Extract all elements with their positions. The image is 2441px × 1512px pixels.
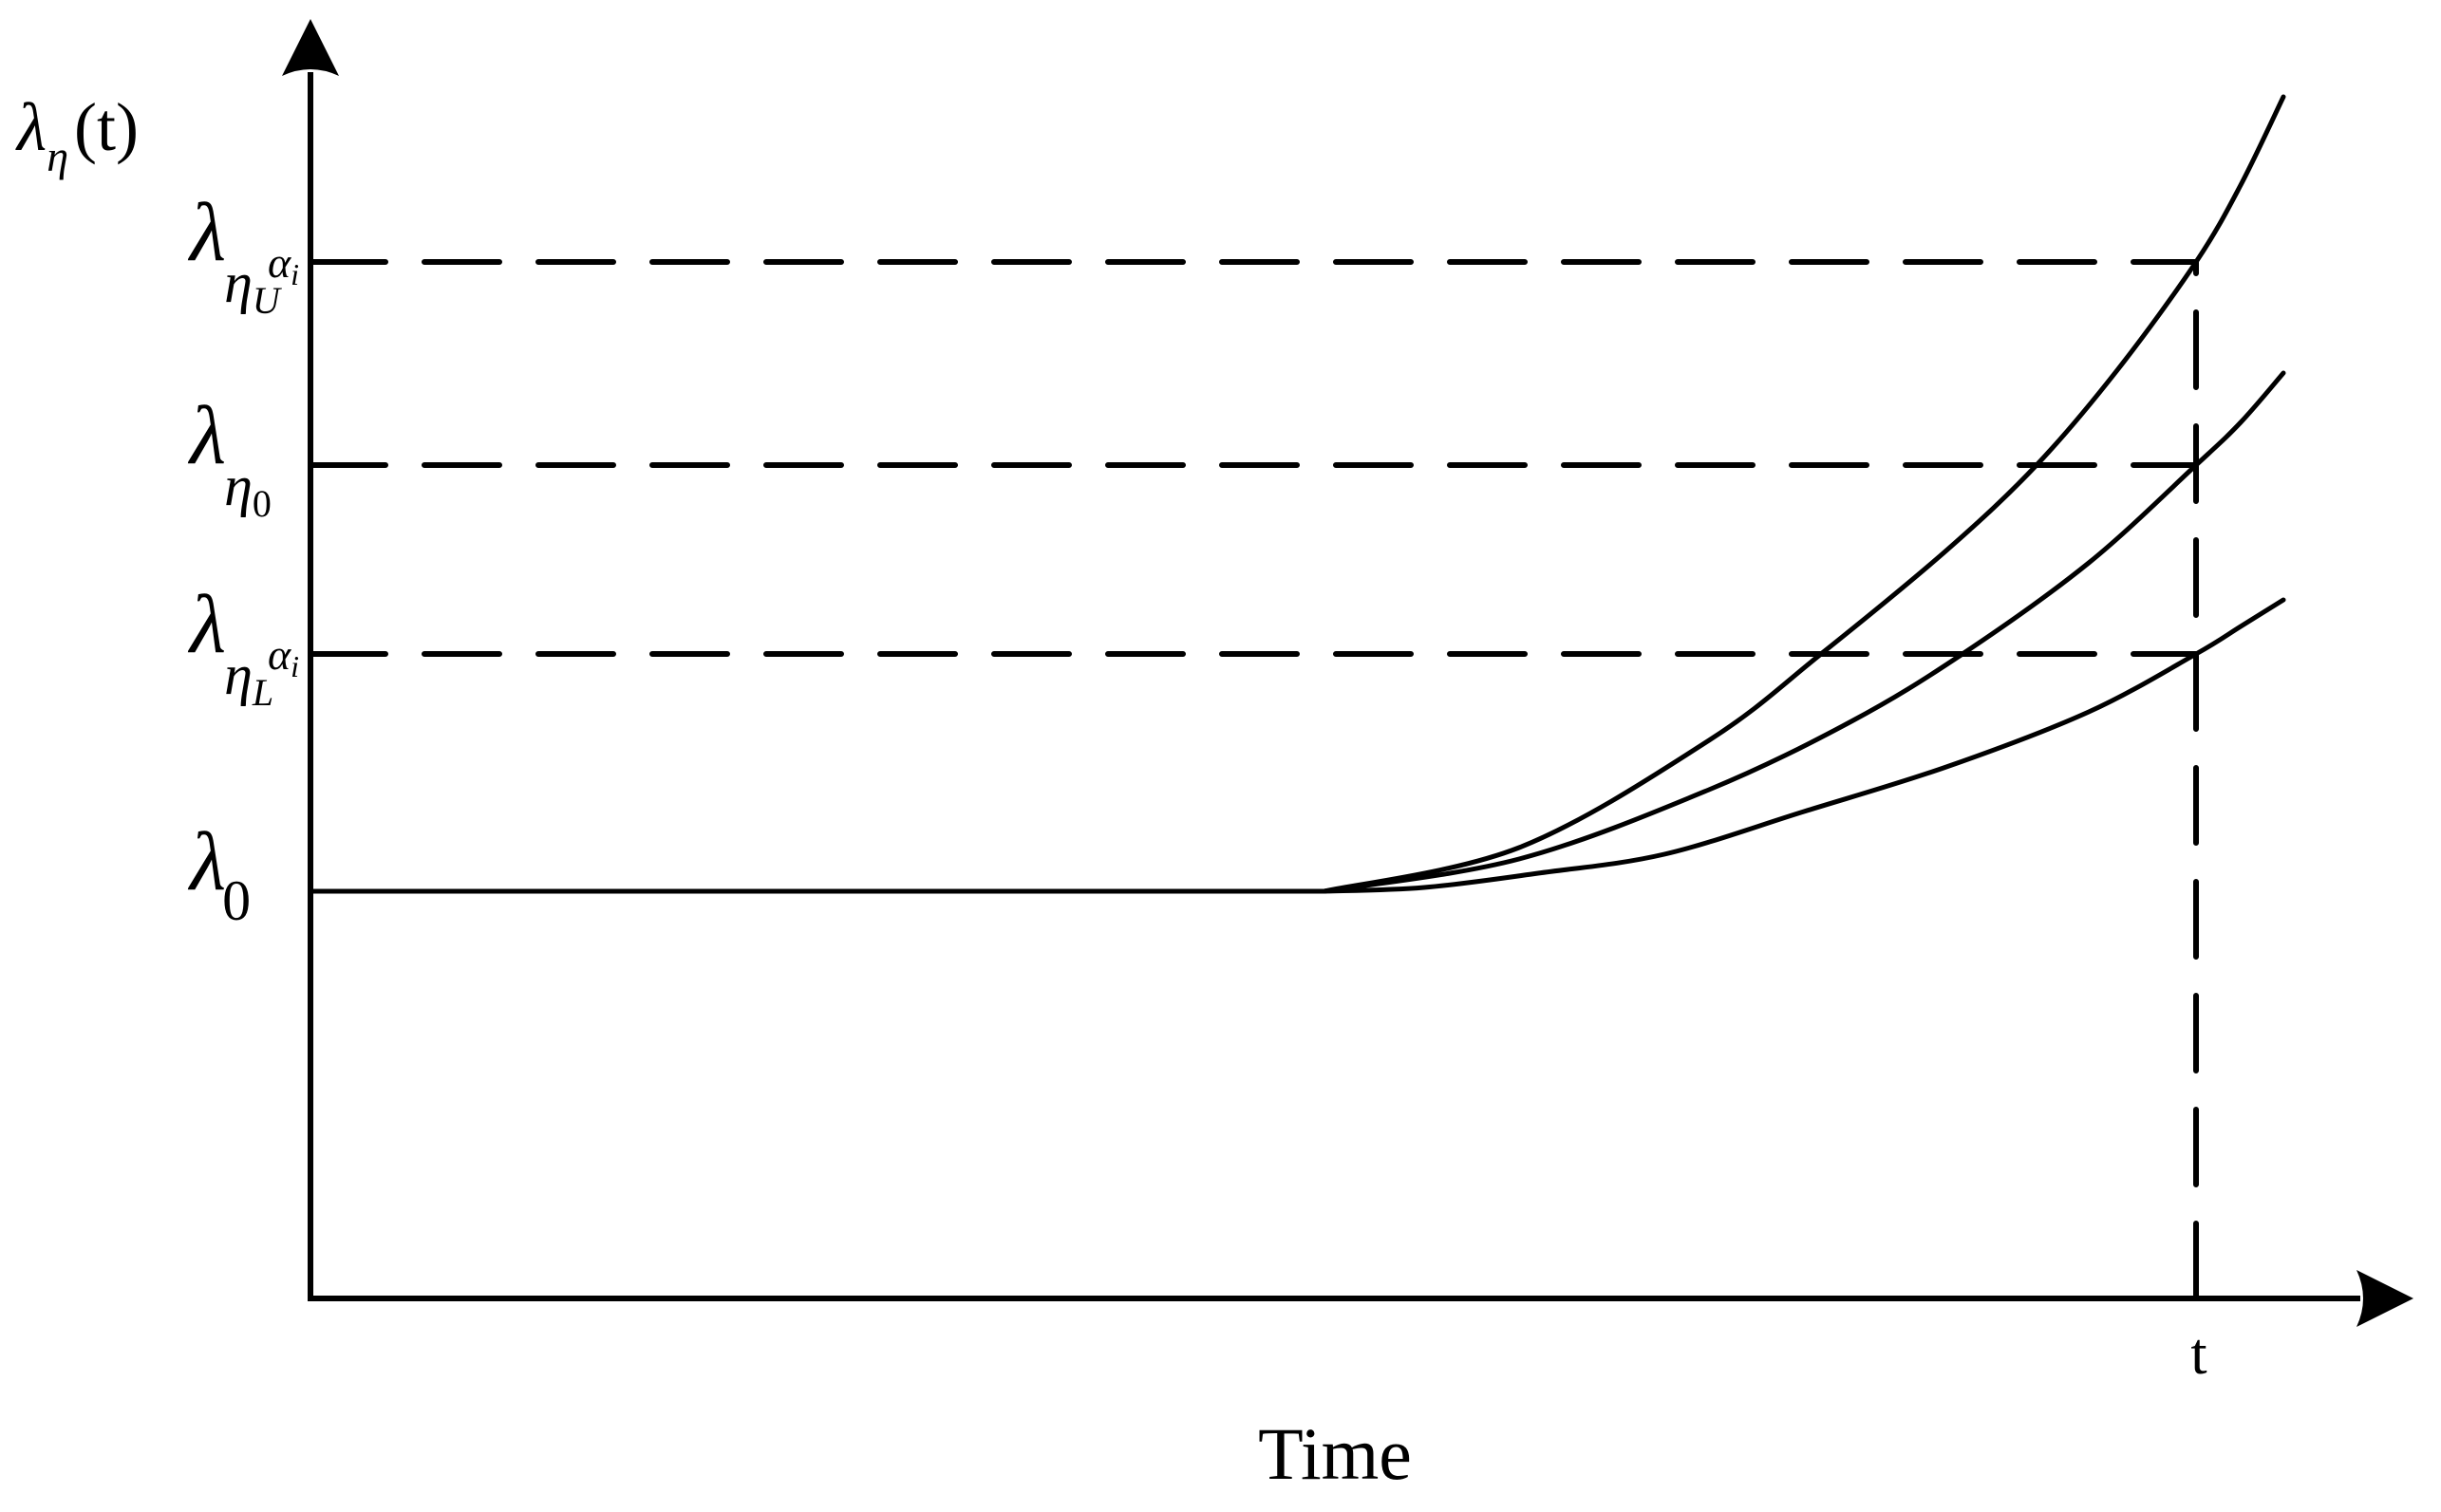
level-label-initial: λ0 <box>187 816 251 932</box>
level-superscript-upper: αi <box>268 238 299 291</box>
x-axis-arrow-icon <box>2357 1270 2413 1327</box>
level-superscript-lower: αi <box>268 630 299 683</box>
lower-curve <box>1322 597 2286 894</box>
level-label-nominal: λ η0 <box>187 390 272 525</box>
level-label-lower: λ ηL <box>187 579 273 714</box>
degradation-curves <box>310 94 2286 894</box>
upper-curve <box>1322 94 2286 894</box>
y-axis-label: λη(t) <box>15 89 139 180</box>
t-marker-label: t <box>2190 1322 2206 1387</box>
nominal-curve <box>1322 370 2286 894</box>
y-axis-arrow-icon <box>282 19 339 76</box>
axes <box>282 19 2413 1327</box>
x-axis-label: Time <box>1258 1412 1412 1495</box>
threshold-lines <box>308 259 2199 1301</box>
level-label-upper: λ ηU <box>187 187 283 322</box>
